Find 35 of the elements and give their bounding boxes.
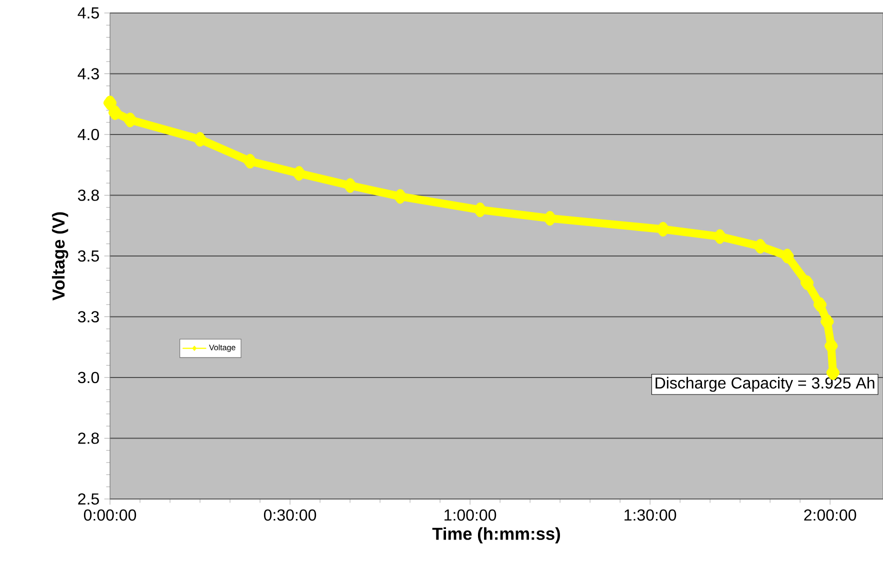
y-tick-label: 3.3 — [78, 311, 99, 322]
y-tick-label: 3.5 — [78, 250, 99, 262]
point — [194, 132, 207, 147]
point — [713, 229, 726, 244]
point — [292, 166, 306, 181]
x-tick-label: 1:30:00 — [624, 509, 676, 521]
point — [754, 238, 767, 254]
annotation: Discharge Capacity = 3.925 Ah — [656, 376, 874, 392]
y-tick-label: 2.5 — [78, 493, 99, 505]
point — [394, 189, 407, 204]
point — [104, 96, 117, 110]
point — [820, 314, 834, 329]
point — [108, 105, 122, 120]
point — [656, 222, 670, 237]
y-tick-label: 4.3 — [78, 68, 99, 80]
y-tick-label: 3.0 — [78, 372, 99, 384]
point — [780, 248, 794, 264]
x-tick-label: 0:30:00 — [264, 509, 316, 521]
point — [474, 202, 487, 218]
x-axis-title: Time (h:mm:ss) — [432, 527, 560, 544]
legend-label: Voltage — [209, 344, 236, 352]
point — [813, 297, 826, 312]
point — [124, 112, 137, 128]
y-tick-label: 4.0 — [78, 128, 99, 140]
y-tick-label: 2.8 — [78, 432, 99, 444]
y-tick-label: 3.8 — [78, 190, 99, 201]
point — [800, 275, 814, 290]
point — [344, 178, 357, 193]
point — [244, 154, 257, 169]
point — [543, 210, 556, 226]
y-tick-label: 4.5 — [78, 7, 99, 19]
x-tick-label: 1:00:00 — [444, 509, 496, 521]
x-tick-label: 2:00:00 — [804, 509, 856, 521]
x-tick-label: 0:00:00 — [84, 509, 136, 521]
y-axis-title: Voltage (V) — [52, 212, 68, 300]
